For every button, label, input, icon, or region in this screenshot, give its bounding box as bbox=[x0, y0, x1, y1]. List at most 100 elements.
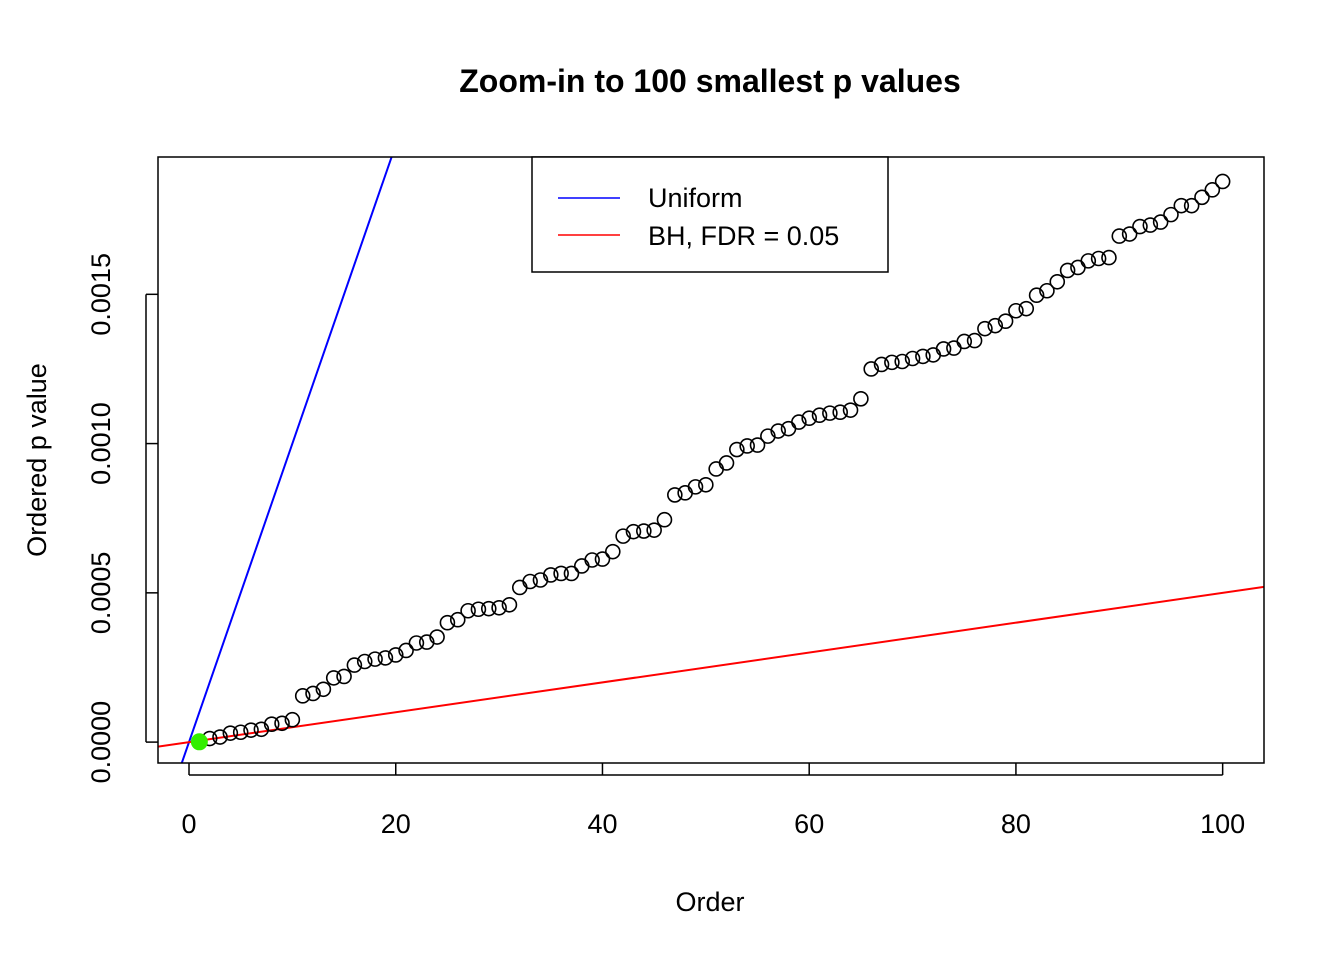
data-point bbox=[997, 313, 1014, 329]
data-point bbox=[232, 724, 249, 741]
data-point bbox=[873, 356, 890, 373]
data-point bbox=[760, 428, 776, 444]
x-tick-label: 80 bbox=[1001, 809, 1031, 839]
data-point bbox=[346, 657, 363, 673]
data-point bbox=[832, 404, 849, 421]
data-point bbox=[429, 629, 445, 645]
data-point bbox=[480, 600, 497, 617]
data-point bbox=[1018, 300, 1035, 317]
data-point bbox=[212, 729, 228, 745]
data-point bbox=[811, 407, 828, 424]
data-point bbox=[1132, 218, 1148, 235]
data-point bbox=[1214, 173, 1231, 190]
data-point bbox=[1008, 302, 1024, 319]
y-tick-label: 0.0015 bbox=[86, 253, 116, 336]
bh-line bbox=[158, 585, 1264, 748]
data-point bbox=[605, 543, 621, 560]
data-point bbox=[460, 602, 476, 619]
x-tick-label: 60 bbox=[794, 809, 824, 839]
data-point bbox=[542, 567, 559, 583]
data-point bbox=[904, 350, 921, 367]
chart-title: Zoom-in to 100 smallest p values bbox=[459, 63, 960, 99]
data-point bbox=[274, 715, 290, 732]
data-point bbox=[718, 455, 735, 471]
x-axis-label: Order bbox=[675, 887, 744, 917]
data-point bbox=[687, 479, 704, 495]
data-point bbox=[336, 668, 352, 685]
data-point bbox=[305, 685, 321, 702]
legend-label-uniform: Uniform bbox=[648, 183, 743, 213]
data-point bbox=[584, 552, 600, 568]
data-point bbox=[987, 317, 1004, 334]
legend: Uniform BH, FDR = 0.05 bbox=[531, 156, 889, 273]
uniform-line bbox=[180, 157, 393, 763]
data-point bbox=[439, 614, 456, 631]
x-tick-label: 0 bbox=[181, 809, 196, 839]
data-point bbox=[408, 635, 425, 651]
data-point bbox=[780, 420, 797, 437]
data-point bbox=[263, 716, 280, 732]
data-point bbox=[770, 423, 786, 439]
data-point bbox=[698, 476, 714, 493]
data-point bbox=[222, 725, 239, 741]
data-point bbox=[449, 611, 466, 628]
data-point bbox=[915, 348, 931, 365]
data-point bbox=[1163, 206, 1179, 223]
y-tick-label: 0.0005 bbox=[86, 552, 116, 635]
data-point bbox=[253, 721, 270, 738]
data-point bbox=[894, 353, 911, 370]
data-point bbox=[1183, 197, 1200, 214]
data-point bbox=[1204, 182, 1221, 198]
data-point bbox=[749, 437, 766, 453]
data-point bbox=[842, 402, 859, 418]
data-point bbox=[522, 573, 538, 590]
data-point bbox=[677, 485, 693, 501]
axes: 0 20 40 60 80 100 0.0000 0.0005 0.0010 0.0015 bbox=[86, 253, 1245, 839]
data-point bbox=[822, 405, 838, 421]
data-point bbox=[1152, 214, 1169, 230]
data-point bbox=[977, 320, 993, 337]
data-point bbox=[656, 511, 673, 528]
data-point bbox=[1121, 226, 1138, 242]
data-point bbox=[594, 551, 611, 567]
data-point bbox=[667, 487, 683, 503]
x-tick-label: 20 bbox=[381, 809, 411, 839]
plot-region bbox=[158, 157, 1264, 763]
data-point bbox=[739, 438, 755, 454]
data-point bbox=[532, 572, 549, 588]
data-point bbox=[418, 634, 435, 650]
data-point bbox=[1111, 228, 1128, 244]
legend-label-bh: BH, FDR = 0.05 bbox=[648, 221, 839, 251]
data-point bbox=[553, 565, 569, 582]
data-point bbox=[573, 558, 590, 574]
data-point bbox=[615, 528, 631, 544]
data-point bbox=[729, 441, 745, 458]
data-point bbox=[863, 361, 880, 377]
data-point bbox=[1049, 273, 1066, 290]
data-point bbox=[1142, 217, 1159, 233]
data-point bbox=[1028, 287, 1045, 304]
data-point bbox=[470, 601, 487, 618]
data-point bbox=[935, 341, 952, 357]
data-point bbox=[387, 647, 404, 663]
data-point bbox=[1059, 262, 1076, 279]
data-point bbox=[501, 596, 518, 613]
data-point bbox=[377, 650, 394, 666]
data-point bbox=[791, 414, 807, 430]
data-point bbox=[956, 333, 973, 350]
data-point bbox=[491, 599, 507, 616]
data-point bbox=[315, 681, 332, 698]
data-point bbox=[884, 354, 900, 371]
data-point bbox=[625, 523, 642, 540]
data-point bbox=[1080, 253, 1097, 269]
data-point bbox=[966, 332, 983, 349]
y-axis-label: Ordered p value bbox=[22, 363, 52, 557]
x-tick-label: 100 bbox=[1200, 809, 1245, 839]
data-point bbox=[284, 711, 301, 728]
data-point bbox=[1173, 197, 1190, 214]
data-point bbox=[1101, 249, 1117, 266]
data-point bbox=[853, 391, 869, 407]
data-point bbox=[511, 579, 528, 596]
data-point bbox=[398, 642, 414, 659]
